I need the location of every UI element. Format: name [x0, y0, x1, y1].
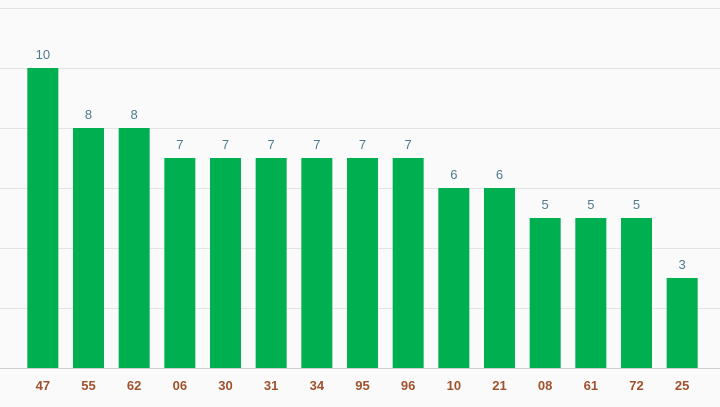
bar-08 [529, 218, 561, 368]
category-label-34: 34 [310, 378, 325, 393]
bars [27, 68, 698, 368]
category-label-96: 96 [401, 378, 415, 393]
value-label-25: 3 [679, 257, 686, 272]
bar-61 [575, 218, 607, 368]
bar-10 [438, 188, 470, 368]
category-labels: 47 55 62 06 30 31 34 95 96 10 21 08 61 72 25 [36, 378, 690, 393]
bar-34 [301, 158, 333, 368]
value-label-30: 7 [222, 137, 229, 152]
category-label-25: 25 [675, 378, 689, 393]
bar-72 [621, 218, 652, 368]
value-label-61: 5 [587, 197, 594, 212]
category-label-08: 08 [538, 378, 552, 393]
value-label-55: 8 [85, 107, 92, 122]
bar-31 [255, 158, 287, 368]
value-label-10: 6 [450, 167, 457, 182]
bar-62 [118, 128, 150, 368]
category-label-72: 72 [629, 378, 643, 393]
value-label-06: 7 [176, 137, 183, 152]
category-label-62: 62 [127, 378, 141, 393]
value-label-21: 6 [496, 167, 503, 182]
bar-96 [392, 158, 424, 368]
bar-25 [666, 278, 698, 368]
category-label-30: 30 [218, 378, 232, 393]
category-label-10: 10 [447, 378, 461, 393]
category-label-47: 47 [36, 378, 50, 393]
value-label-95: 7 [359, 137, 366, 152]
value-labels: 10 8 8 7 7 7 7 7 7 6 6 5 5 5 3 [36, 47, 686, 272]
bar-06 [164, 158, 196, 368]
bar-30 [210, 158, 241, 368]
category-label-06: 06 [173, 378, 187, 393]
value-label-62: 8 [131, 107, 138, 122]
bar-21 [484, 188, 515, 368]
value-label-31: 7 [268, 137, 275, 152]
category-label-31: 31 [264, 378, 278, 393]
category-label-21: 21 [492, 378, 506, 393]
bar-47 [27, 68, 59, 368]
bar-55 [73, 128, 104, 368]
category-label-95: 95 [355, 378, 369, 393]
bar-95 [347, 158, 378, 368]
value-label-47: 10 [36, 47, 50, 62]
category-label-55: 55 [81, 378, 95, 393]
category-label-61: 61 [584, 378, 598, 393]
value-label-96: 7 [405, 137, 412, 152]
value-label-72: 5 [633, 197, 640, 212]
value-label-34: 7 [313, 137, 320, 152]
value-label-08: 5 [542, 197, 549, 212]
